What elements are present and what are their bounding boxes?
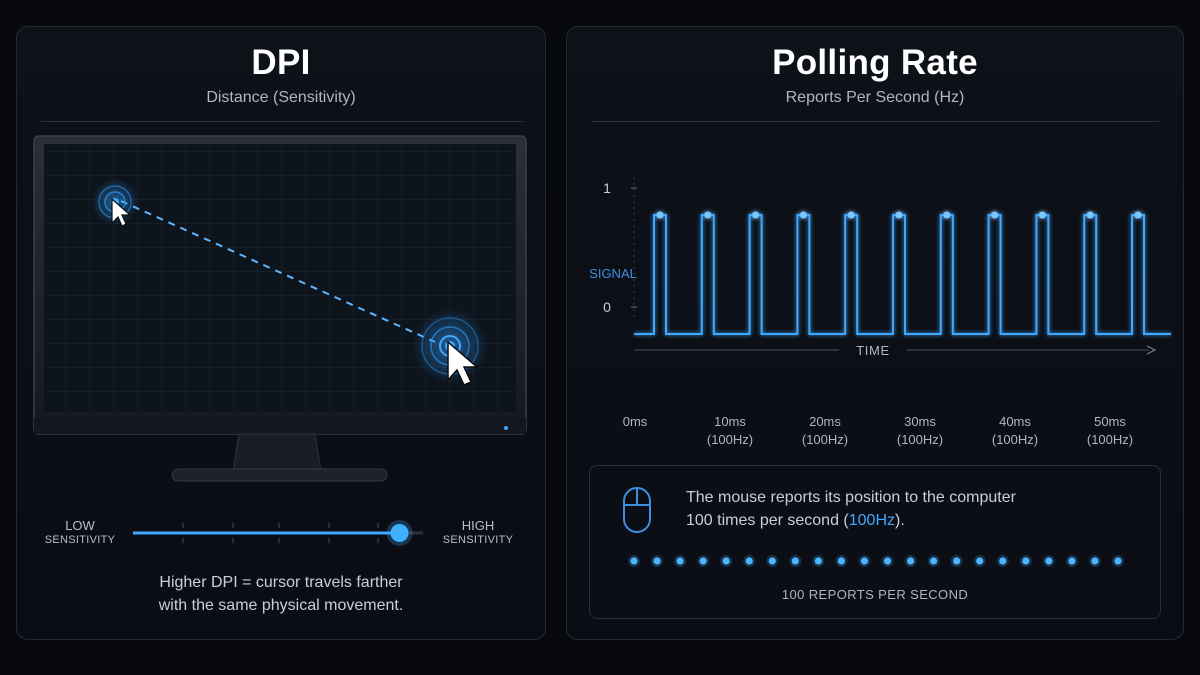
report-dot xyxy=(1114,557,1122,565)
report-dot xyxy=(1045,557,1053,565)
report-dot xyxy=(699,557,707,565)
tick-label-time: 40ms xyxy=(999,414,1031,429)
report-point xyxy=(704,211,712,219)
report-dot xyxy=(999,557,1007,565)
report-dot xyxy=(745,557,753,565)
dpi-divider xyxy=(41,121,523,122)
report-point xyxy=(943,211,951,219)
slider-ticks xyxy=(182,523,379,543)
time-axis-arrow-icon xyxy=(1146,345,1157,355)
reports-label: 100 REPORTS PER SECOND xyxy=(781,587,969,602)
power-led xyxy=(504,426,508,430)
tick-label-rate: (100Hz) xyxy=(707,432,753,447)
report-dot xyxy=(1068,557,1076,565)
report-point xyxy=(656,211,664,219)
cursor-travel-path xyxy=(120,200,436,343)
polling-title: Polling Rate xyxy=(772,43,978,82)
monitor-base xyxy=(171,468,388,482)
dpi-caption: Higher DPI = cursor travels farther with… xyxy=(158,574,404,614)
report-point xyxy=(895,211,903,219)
report-point xyxy=(1038,211,1046,219)
report-dot xyxy=(791,557,799,565)
report-point xyxy=(847,211,855,219)
polling-divider xyxy=(591,121,1159,122)
report-dot xyxy=(653,557,661,565)
polling-subtitle: Reports Per Second (Hz) xyxy=(785,89,965,106)
report-point xyxy=(752,211,760,219)
report-dot xyxy=(860,557,869,565)
dpi-panel: DPI Distance (Sensitivity) xyxy=(16,26,546,640)
report-dot xyxy=(883,557,892,565)
report-dot xyxy=(768,557,776,565)
report-point xyxy=(799,211,807,219)
slider-high-label: HIGH SENSITIVITY xyxy=(442,518,514,546)
report-dot xyxy=(1022,557,1030,565)
slider-low-label: LOW SENSITIVITY xyxy=(44,518,116,546)
report-dots xyxy=(628,555,1124,567)
tick-label-rate: (100Hz) xyxy=(897,432,943,447)
hz-highlight: 100Hz xyxy=(848,512,895,529)
dpi-subtitle: Distance (Sensitivity) xyxy=(206,89,356,106)
report-dot xyxy=(930,557,938,565)
y-axis-label: SIGNAL xyxy=(589,266,637,281)
tick-label-time: 0ms xyxy=(623,414,648,429)
y-label-high: 1 xyxy=(603,180,611,196)
report-point xyxy=(991,211,999,219)
report-dot xyxy=(906,557,915,565)
monitor-illustration xyxy=(33,135,527,482)
signal-chart: 1 0 SIGNAL TIME 0ms 10ms (100Hz) 20ms (100Hz… xyxy=(589,177,1171,447)
tick-label-time: 10ms xyxy=(714,414,746,429)
report-dot xyxy=(630,557,638,565)
report-dot xyxy=(676,557,684,565)
start-cursor-icon xyxy=(91,178,139,227)
time-tick-labels: 0ms 10ms (100Hz) 20ms (100Hz) 30ms (100Hz) 40ms… xyxy=(623,414,1133,447)
info-box: The mouse reports its position to the co… xyxy=(589,465,1161,619)
slider-thumb[interactable] xyxy=(390,524,409,542)
report-dot xyxy=(722,557,730,565)
time-axis-label: TIME xyxy=(856,343,889,358)
monitor-stand xyxy=(232,433,322,472)
report-point xyxy=(1086,211,1094,219)
tick-label-rate: (100Hz) xyxy=(1087,432,1133,447)
report-dot xyxy=(976,557,984,565)
waveform-line xyxy=(634,214,1171,335)
dpi-title: DPI xyxy=(251,43,311,82)
info-text: The mouse reports its position to the co… xyxy=(686,489,1016,529)
y-label-low: 0 xyxy=(603,299,611,315)
report-point xyxy=(1134,211,1142,219)
report-dot xyxy=(837,557,846,565)
tick-label-rate: (100Hz) xyxy=(992,432,1038,447)
report-dot xyxy=(814,557,822,565)
signal-waveform xyxy=(634,211,1171,335)
report-dot xyxy=(1091,557,1099,565)
tick-label-rate: (100Hz) xyxy=(802,432,848,447)
end-cursor-icon xyxy=(412,308,488,386)
tick-label-time: 50ms xyxy=(1094,414,1126,429)
mouse-icon xyxy=(623,487,651,533)
report-dot xyxy=(953,557,961,565)
polling-panel: Polling Rate Reports Per Second (Hz) 1 0… xyxy=(566,26,1184,640)
tick-label-time: 30ms xyxy=(904,414,936,429)
sensitivity-slider[interactable] xyxy=(133,518,423,548)
tick-label-time: 20ms xyxy=(809,414,841,429)
